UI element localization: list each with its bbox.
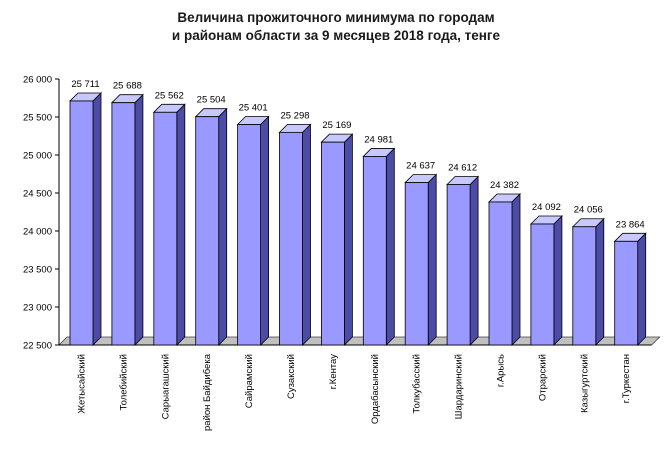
y-tick-label: 24 500	[23, 189, 52, 200]
x-tick-label: г.Арысь	[496, 354, 507, 387]
x-tick-label: г.Кентау	[328, 354, 339, 389]
bar	[488, 193, 521, 346]
x-tick-label: Ордабасынский	[370, 354, 381, 424]
bar-front	[237, 124, 262, 346]
data-label: 23 864	[616, 219, 645, 230]
x-tick-label: Сарыагашский	[160, 354, 171, 419]
bar-side	[427, 173, 437, 346]
y-tick-label: 25 500	[23, 113, 52, 124]
y-tick-label: 26 000	[23, 75, 52, 86]
x-tick-label: Сайрамский	[244, 354, 255, 408]
chart-title: Величина прожиточного минимума по города…	[0, 9, 672, 45]
floor-plane	[58, 336, 661, 346]
bar	[320, 133, 354, 346]
data-label: 25 504	[197, 95, 226, 106]
data-label: 25 401	[239, 103, 268, 114]
bar	[404, 173, 438, 346]
data-label: 24 637	[406, 161, 435, 172]
bar-side	[595, 217, 605, 346]
bar-front	[572, 226, 597, 346]
bar	[613, 232, 647, 346]
bar-side	[637, 232, 647, 346]
bar-side	[92, 91, 102, 346]
y-tick-label: 23 500	[23, 265, 52, 276]
bar	[194, 107, 228, 346]
bars	[69, 91, 647, 346]
bar-front	[279, 131, 303, 346]
bar-front	[69, 100, 94, 346]
bar	[110, 93, 144, 346]
x-tick-label: Сузакский	[286, 354, 297, 399]
data-label: 25 298	[280, 110, 309, 121]
data-labels: 25 711 25 688 25 562 25 504 25 401 25 298 25 1…	[71, 79, 644, 230]
bar	[529, 215, 563, 346]
data-label: 24 382	[490, 180, 519, 191]
bar-side	[343, 133, 353, 346]
chart-floor	[58, 336, 661, 346]
bar-front	[488, 201, 513, 346]
bar	[362, 147, 396, 346]
data-label: 24 092	[532, 202, 561, 213]
x-tick-label: Жетысайский	[77, 354, 88, 414]
x-tick-label: Толебийский	[118, 354, 129, 410]
x-tick-label: район Байдибека	[202, 353, 213, 431]
bar-front	[362, 156, 387, 346]
bar-side	[385, 147, 395, 346]
y-tick-label: 24 000	[23, 227, 52, 238]
x-tick-label: Казыгуртский	[579, 354, 590, 413]
y-tick-label: 23 000	[23, 303, 52, 314]
x-axis-labels: Жетысайский Толебийский Сарыагашский район …	[77, 353, 633, 431]
bar-side	[176, 103, 186, 346]
x-tick-label: Отрарский	[537, 354, 548, 401]
chart-title-line-2: и районам области за 9 месяцев 2018 года…	[171, 28, 501, 43]
bar-side	[469, 175, 479, 346]
bar-front	[404, 182, 429, 346]
data-label: 25 688	[113, 81, 142, 92]
data-label: 24 981	[364, 134, 393, 145]
bar	[152, 103, 186, 346]
bar-front	[530, 223, 555, 346]
chart-title-line-1: Величина прожиточного минимума по города…	[177, 10, 495, 25]
bar	[236, 115, 270, 346]
bar-side	[553, 215, 563, 346]
bar-side	[302, 123, 311, 346]
x-tick-label: Шардаринский	[454, 354, 465, 419]
bar-side	[218, 107, 228, 346]
bar-side	[260, 115, 270, 346]
bar-front	[614, 240, 639, 346]
bar	[571, 217, 605, 346]
data-label: 24 056	[574, 205, 603, 216]
bar-front	[153, 111, 178, 346]
x-tick-label: г.Туркестан	[621, 354, 632, 403]
bar	[446, 175, 480, 346]
bar-front	[320, 141, 345, 346]
bar-front	[195, 116, 220, 346]
bar	[278, 123, 312, 346]
bar	[69, 91, 102, 346]
data-label: 25 711	[71, 79, 99, 90]
data-label: 24 612	[448, 162, 477, 173]
data-label: 25 562	[155, 90, 184, 101]
bar-front	[111, 102, 136, 346]
bar-side	[511, 193, 521, 346]
bar-front	[446, 184, 471, 346]
x-tick-label: Толкубасский	[412, 354, 423, 414]
bar-side	[134, 93, 144, 346]
y-tick-label: 22 500	[23, 341, 52, 352]
data-label: 25 169	[322, 120, 351, 131]
y-tick-label: 25 000	[23, 151, 52, 162]
